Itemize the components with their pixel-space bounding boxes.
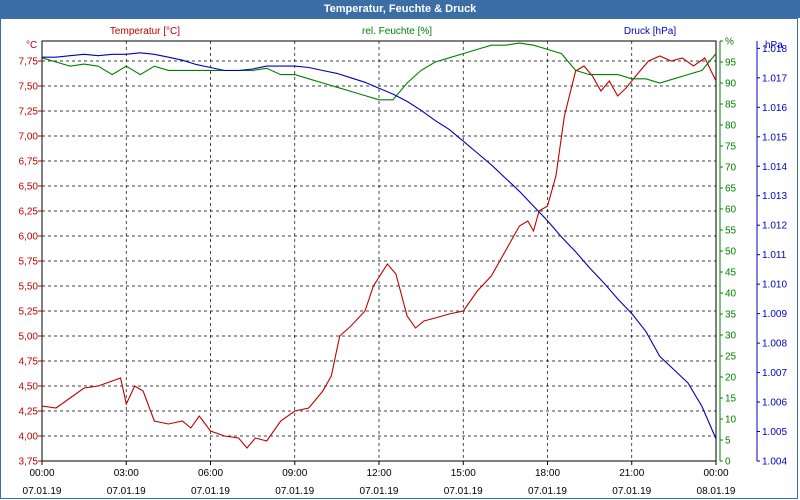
window-title: Temperatur, Feuchte & Druck [0, 0, 800, 18]
x-tick-date: 08.01.19 [697, 486, 736, 497]
pressure-series-line [42, 52, 717, 440]
x-tick-time: 03:00 [114, 468, 139, 479]
x-tick-date: 07.01.19 [528, 486, 567, 497]
temperature-tick-label: 6,50 [19, 182, 39, 193]
x-tick-time: 00:00 [29, 468, 54, 479]
pressure-tick-label: 1.010 [762, 280, 787, 291]
pressure-axis-label: Druck [hPa] [624, 26, 676, 37]
humidity-tick-label: 95 [725, 58, 737, 69]
pressure-tick-label: 1.009 [762, 309, 787, 320]
x-tick-time: 12:00 [366, 468, 391, 479]
x-tick-date: 07.01.19 [360, 486, 399, 497]
pressure-tick-label: 1.011 [762, 250, 787, 261]
temperature-axis-label: Temperatur [°C] [110, 26, 180, 37]
pressure-tick-label: 1.004 [762, 457, 787, 468]
pressure-tick-label: 1.008 [762, 339, 787, 350]
grid-lines [41, 40, 717, 462]
temperature-tick-label: 6,75 [19, 157, 39, 168]
pressure-unit-label: hPa [765, 40, 783, 51]
temperature-tick-label: 4,00 [19, 432, 39, 443]
humidity-tick-label: 30 [725, 331, 737, 342]
pressure-tick-label: 1.014 [762, 162, 787, 173]
temperature-series-line [41, 55, 717, 449]
temperature-tick-label: 7,50 [19, 82, 39, 93]
x-tick-time: 09:00 [282, 468, 307, 479]
x-tick-time: 21:00 [619, 468, 644, 479]
x-tick-time: 00:00 [703, 468, 728, 479]
humidity-tick-label: 5 [725, 436, 731, 447]
pressure-tick-label: 1.015 [762, 132, 787, 143]
pressure-tick-label: 1.016 [762, 103, 787, 114]
pressure-tick-label: 1.017 [762, 73, 787, 84]
humidity-tick-label: 70 [725, 163, 737, 174]
series-group [41, 42, 717, 449]
humidity-tick-label: 60 [725, 205, 737, 216]
x-tick-date: 07.01.19 [612, 486, 651, 497]
pressure-tick-label: 1.013 [762, 191, 787, 202]
x-tick-date: 07.01.19 [107, 486, 146, 497]
pressure-tick-label: 1.012 [762, 221, 787, 232]
x-tick-date: 07.01.19 [444, 486, 483, 497]
pressure-tick-label: 1.006 [762, 398, 787, 409]
humidity-tick-label: 40 [725, 289, 737, 300]
temperature-tick-label: 7,00 [19, 132, 39, 143]
x-tick-date: 07.01.19 [191, 486, 230, 497]
x-tick-date: 07.01.19 [23, 486, 62, 497]
pressure-tick-label: 1.007 [762, 368, 787, 379]
humidity-axis-label: rel. Feuchte [%] [362, 26, 432, 37]
temperature-tick-label: 5,75 [19, 257, 39, 268]
pressure-tick-label: 1.018 [762, 44, 787, 55]
humidity-tick-label: 45 [725, 268, 737, 279]
x-tick-date: 07.01.19 [275, 486, 314, 497]
temperature-tick-label: 4,75 [19, 357, 39, 368]
humidity-tick-label: 75 [725, 142, 737, 153]
humidity-tick-label: 55 [725, 226, 737, 237]
humidity-tick-label: 80 [725, 121, 737, 132]
humidity-tick-label: % [725, 37, 734, 48]
x-tick-time: 18:00 [535, 468, 560, 479]
temperature-tick-label: 5,50 [19, 282, 39, 293]
temperature-tick-label: 4,50 [19, 382, 39, 393]
temperature-unit-label: °C [26, 40, 37, 51]
temperature-tick-label: 5,00 [19, 332, 39, 343]
humidity-tick-label: 65 [725, 184, 737, 195]
chart-frame [0, 18, 798, 499]
labels-group: 3,75 4,00 4,25 4,50 4,75 5,00 5,25 5,50 5,75 6,00… [19, 26, 788, 497]
humidity-tick-label: 0 [725, 457, 731, 468]
humidity-tick-label: 25 [725, 352, 737, 363]
temperature-tick-label: 7,25 [19, 107, 39, 118]
pressure-tick-label: 1.005 [762, 427, 787, 438]
axes-group [38, 40, 760, 465]
temperature-tick-label: 3,75 [19, 457, 39, 468]
humidity-series-line [41, 42, 717, 101]
temperature-tick-label: 5,25 [19, 307, 39, 318]
temperature-tick-label: 4,25 [19, 407, 39, 418]
humidity-tick-label: 15 [725, 394, 737, 405]
humidity-tick-label: 35 [725, 310, 737, 321]
temperature-tick-label: 7,75 [19, 57, 39, 68]
humidity-tick-label: 10 [725, 415, 737, 426]
temperature-tick-label: 6,25 [19, 207, 39, 218]
humidity-tick-label: 85 [725, 100, 737, 111]
humidity-tick-label: 50 [725, 247, 737, 258]
humidity-tick-label: 20 [725, 373, 737, 384]
humidity-tick-label: 90 [725, 79, 737, 90]
temperature-tick-label: 6,00 [19, 232, 39, 243]
x-tick-time: 06:00 [198, 468, 223, 479]
x-tick-time: 15:00 [451, 468, 476, 479]
